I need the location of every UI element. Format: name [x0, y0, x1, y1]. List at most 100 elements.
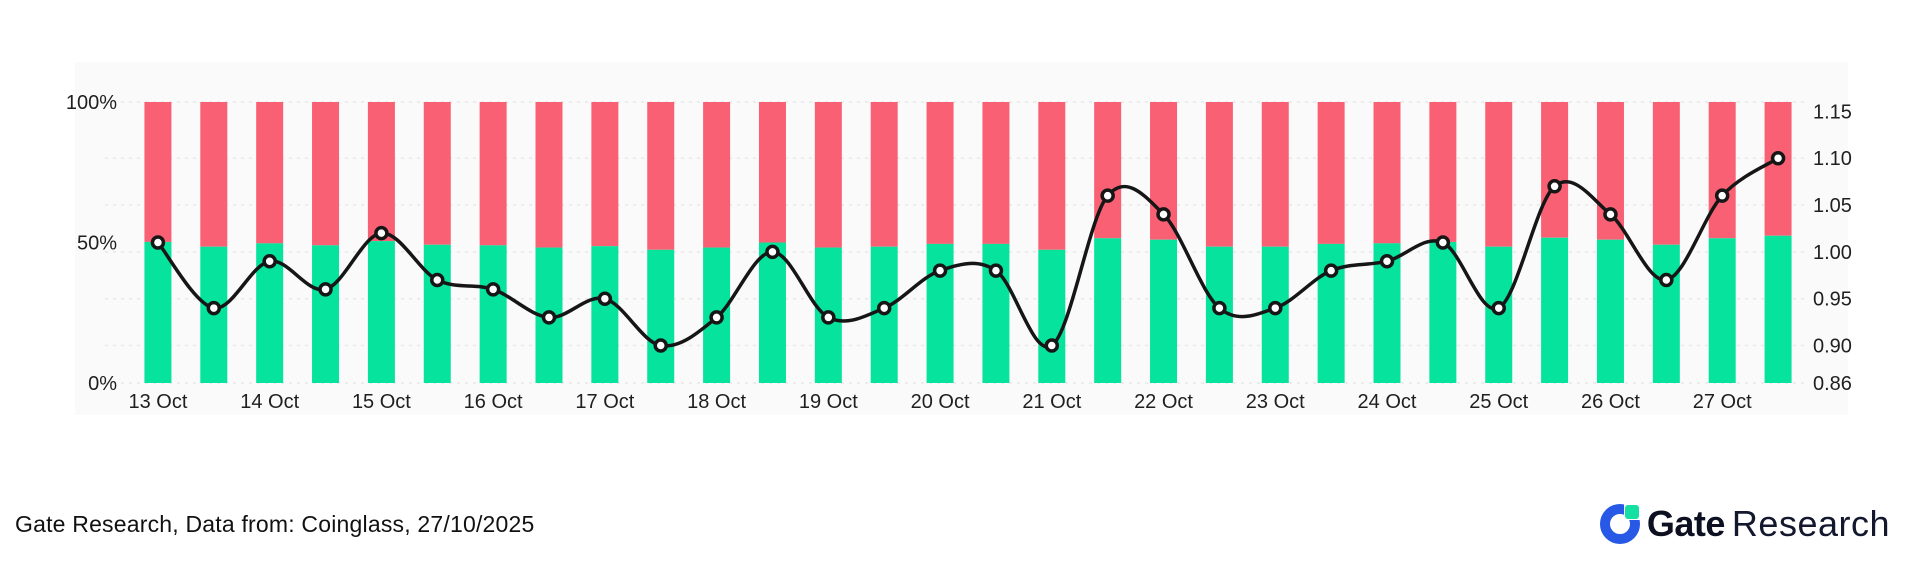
right-axis-tick-label: 0.86 — [1813, 373, 1852, 395]
left-axis-tick-label: 50% — [77, 233, 117, 255]
ratio-line-marker[interactable] — [932, 263, 948, 278]
x-axis-date-label: 14 Oct — [240, 391, 299, 413]
ratio-line-marker[interactable] — [1770, 150, 1786, 166]
bar-green-segment[interactable] — [312, 245, 340, 383]
bar-red-segment[interactable] — [256, 102, 284, 244]
right-axis-tick-label: 1.10 — [1813, 148, 1852, 170]
ratio-line-marker[interactable] — [1379, 253, 1395, 269]
x-axis-date-label: 13 Oct — [128, 391, 187, 413]
ratio-line-marker[interactable] — [653, 338, 668, 353]
ratio-line-marker[interactable] — [1547, 179, 1562, 194]
x-axis-date-label: 24 Oct — [1358, 391, 1417, 413]
left-axis-tick-label: 100% — [66, 92, 117, 114]
ratio-line-marker[interactable] — [988, 263, 1004, 278]
bar-green-segment[interactable] — [367, 241, 395, 383]
right-axis-tick-label: 1.15 — [1813, 101, 1852, 123]
bar-red-segment[interactable] — [1317, 102, 1345, 244]
x-axis-date-label: 15 Oct — [352, 391, 411, 413]
bar-red-segment[interactable] — [1205, 102, 1233, 247]
ratio-line-marker[interactable] — [597, 291, 613, 306]
bar-green-segment[interactable] — [758, 242, 786, 384]
bar-red-segment[interactable] — [1541, 102, 1569, 238]
bar-green-segment[interactable] — [1150, 239, 1178, 383]
x-axis-date-label: 16 Oct — [464, 391, 523, 413]
bar-green-segment[interactable] — [1596, 239, 1624, 383]
source-caption: Gate Research, Data from: Coinglass, 27/… — [15, 510, 535, 537]
ratio-line-marker[interactable] — [430, 272, 445, 288]
bar-red-segment[interactable] — [1038, 102, 1066, 250]
ratio-line-marker[interactable] — [150, 235, 166, 250]
x-axis-date-label: 20 Oct — [911, 391, 970, 413]
bar-red-segment[interactable] — [926, 102, 954, 244]
bar-red-segment[interactable] — [1261, 102, 1289, 247]
footer: Gate Research, Data from: Coinglass, 27/… — [0, 492, 1926, 556]
ratio-line-marker[interactable] — [709, 310, 724, 325]
ratio-line-marker[interactable] — [1100, 188, 1115, 203]
bar-red-segment[interactable] — [1429, 102, 1457, 242]
ratio-line-marker[interactable] — [765, 244, 780, 260]
ratio-line-marker[interactable] — [1435, 235, 1451, 250]
bar-red-segment[interactable] — [423, 102, 451, 245]
logo-text-research: Research — [1731, 503, 1890, 544]
gate-research-logo: Gate Research — [1599, 502, 1890, 545]
bar-red-segment[interactable] — [758, 102, 786, 243]
ratio-line-marker[interactable] — [1603, 207, 1618, 222]
bar-green-segment[interactable] — [1038, 249, 1066, 383]
ratio-line-marker[interactable] — [485, 282, 501, 297]
ratio-line-marker[interactable] — [1156, 207, 1171, 222]
bar-red-segment[interactable] — [200, 102, 228, 247]
bar-red-segment[interactable] — [1764, 102, 1792, 236]
bar-green-segment[interactable] — [423, 244, 451, 383]
x-axis-date-label: 23 Oct — [1246, 391, 1305, 413]
right-axis-tick-label: 0.95 — [1813, 289, 1852, 311]
bar-red-segment[interactable] — [982, 102, 1010, 244]
bar-green-segment[interactable] — [1764, 235, 1792, 383]
bar-green-segment[interactable] — [1652, 244, 1680, 383]
bar-red-segment[interactable] — [647, 102, 675, 250]
ratio-line-marker[interactable] — [876, 300, 892, 316]
x-axis-date-label: 26 Oct — [1581, 391, 1640, 413]
right-axis-tick-label: 1.05 — [1813, 195, 1852, 217]
ratio-line-marker[interactable] — [206, 300, 222, 316]
bar-green-segment[interactable] — [1429, 241, 1457, 383]
bar-green-segment[interactable] — [647, 249, 675, 383]
bar-red-segment[interactable] — [703, 102, 731, 248]
bar-red-segment[interactable] — [367, 102, 395, 242]
x-axis-date-label: 19 Oct — [799, 391, 858, 413]
bar-red-segment[interactable] — [312, 102, 340, 246]
bar-red-segment[interactable] — [144, 102, 172, 242]
ratio-line-marker[interactable] — [821, 310, 836, 325]
ratio-line-marker[interactable] — [1268, 300, 1283, 316]
bar-red-segment[interactable] — [591, 102, 619, 247]
bar-red-segment[interactable] — [1652, 102, 1680, 245]
ratio-line-marker[interactable] — [318, 282, 333, 297]
ratio-line-marker[interactable] — [541, 310, 557, 325]
right-axis-tick-label: 0.90 — [1813, 336, 1852, 358]
ratio-line-marker[interactable] — [262, 253, 277, 269]
ratio-line-marker[interactable] — [1659, 272, 1674, 288]
x-axis-date-label: 25 Oct — [1469, 391, 1528, 413]
x-axis-date-label: 27 Oct — [1693, 391, 1752, 413]
bar-red-segment[interactable] — [1373, 102, 1401, 244]
ratio-line-marker[interactable] — [1044, 338, 1060, 353]
bar-green-segment[interactable] — [1094, 238, 1122, 383]
bar-red-segment[interactable] — [479, 102, 507, 246]
bar-red-segment[interactable] — [1485, 102, 1513, 247]
ratio-line-marker[interactable] — [374, 225, 389, 241]
bar-green-segment[interactable] — [591, 246, 619, 383]
bar-red-segment[interactable] — [1708, 102, 1736, 239]
bar-green-segment[interactable] — [479, 245, 507, 383]
ratio-line-marker[interactable] — [1714, 188, 1730, 203]
bar-red-segment[interactable] — [870, 102, 898, 247]
gate-logo-icon — [1599, 502, 1642, 544]
bar-green-segment[interactable] — [1541, 237, 1569, 383]
ratio-line-marker[interactable] — [1491, 300, 1506, 316]
bar-green-segment[interactable] — [144, 241, 172, 383]
bar-red-segment[interactable] — [535, 102, 563, 248]
ratio-line-marker[interactable] — [1212, 300, 1227, 316]
ratio-line-marker[interactable] — [1323, 263, 1339, 278]
bar-red-segment[interactable] — [814, 102, 842, 248]
bar-green-segment[interactable] — [1708, 238, 1736, 383]
x-axis-date-label: 17 Oct — [575, 391, 634, 413]
